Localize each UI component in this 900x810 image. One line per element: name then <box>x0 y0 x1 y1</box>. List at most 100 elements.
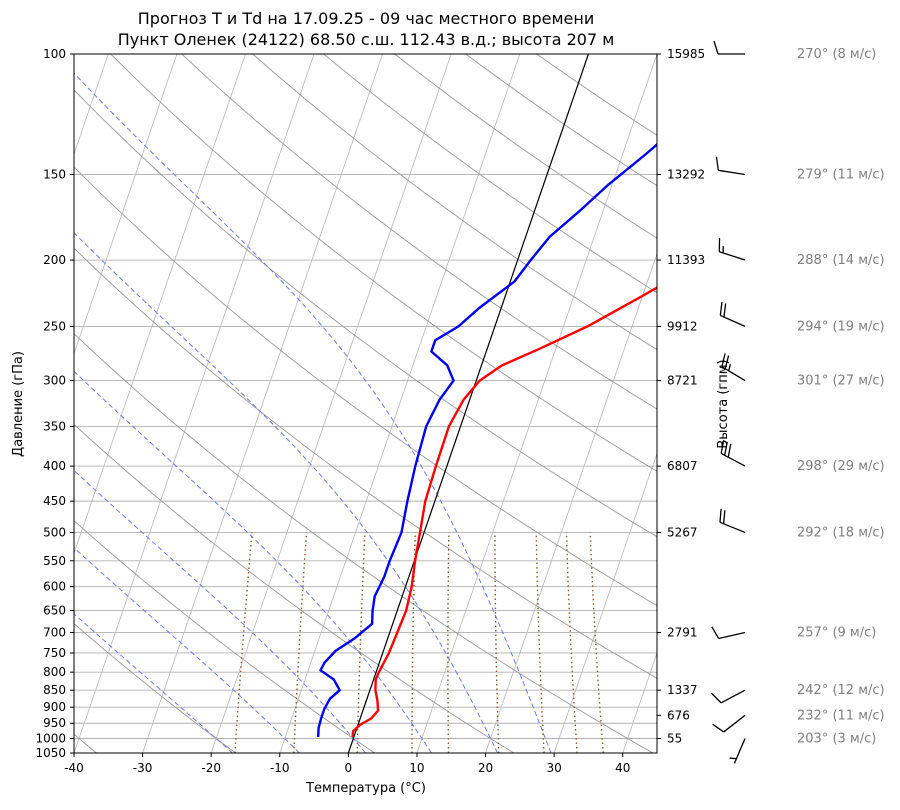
chart-title-line2: Пункт Оленек (24122) 68.50 с.ш. 112.43 в… <box>118 30 615 49</box>
x-axis-label: Температура (°C) <box>305 781 426 796</box>
x-axis-tick-label: 10 <box>409 761 424 775</box>
pressure-tick-label: 550 <box>43 554 66 568</box>
wind-label: 270° (8 м/с) <box>797 47 876 62</box>
moist-adiabat-line <box>56 54 551 753</box>
wind-barb-shaft <box>719 632 745 638</box>
pressure-tick-label: 600 <box>43 580 66 594</box>
x-axis-tick-label: 0 <box>345 761 353 775</box>
moist-adiabat-line <box>0 54 233 753</box>
height-tick-label: 13292 <box>667 168 705 182</box>
wind-barb-flag <box>724 304 726 318</box>
pressure-tick-label: 200 <box>43 253 66 267</box>
pressure-tick-label: 750 <box>43 646 66 660</box>
moist-adiabat-line <box>0 54 498 753</box>
pressure-tick-label: 450 <box>43 494 66 508</box>
dry-adiabat-line <box>0 54 900 753</box>
height-tick-label: 1337 <box>667 683 698 697</box>
wind-barb-flag <box>730 758 737 759</box>
pressure-tick-label: 650 <box>43 603 66 617</box>
pressure-tick-label: 900 <box>43 700 66 714</box>
y-axis-right-label: Высота (гпм) <box>716 359 731 448</box>
wind-barb-shaft <box>724 715 745 732</box>
wind-label: 232° (11 м/с) <box>797 708 885 723</box>
wind-barb-shaft <box>720 315 745 326</box>
dry-adiabat-line <box>182 54 900 753</box>
wind-barb-flag <box>716 157 718 170</box>
guide-lines <box>0 54 900 753</box>
dry-adiabat-line <box>466 54 900 753</box>
height-tick-label: 55 <box>667 731 682 745</box>
height-tick-label: 9912 <box>667 319 698 333</box>
isotherm-line <box>5 54 245 753</box>
x-axis-tick-label: 20 <box>478 761 493 775</box>
wind-barb-flag <box>724 510 725 524</box>
x-axis-tick-label: 30 <box>546 761 561 775</box>
wind-label: 298° (29 м/с) <box>797 459 885 474</box>
chart-title-line1: Прогноз T и Td на 17.09.25 - 09 час мест… <box>138 9 594 28</box>
pressure-tick-label: 100 <box>43 47 66 61</box>
wind-barb-shaft <box>720 522 745 532</box>
pressure-tick-label: 150 <box>43 168 66 182</box>
wind-label: 242° (12 м/с) <box>797 683 885 698</box>
wind-label: 257° (9 м/с) <box>797 625 876 640</box>
wind-label: 294° (19 м/с) <box>797 319 885 334</box>
x-axis-tick-label: -20 <box>201 761 221 775</box>
pressure-tick-label: 250 <box>43 319 66 333</box>
dry-adiabat-line <box>0 54 792 753</box>
pressure-tick-label: 1050 <box>35 746 66 760</box>
pressure-tick-label: 350 <box>43 419 66 433</box>
plot-frame <box>74 54 657 753</box>
pressure-tick-label: 700 <box>43 625 66 639</box>
height-tick-label: 8721 <box>667 374 698 388</box>
height-tick-label: 11393 <box>667 253 705 267</box>
zero-isotherm-line <box>348 54 588 753</box>
wind-barb-flag <box>720 509 721 523</box>
wind-barb-shaft <box>721 690 745 703</box>
height-tick-label: 676 <box>667 708 690 722</box>
x-axis-tick-label: -10 <box>270 761 290 775</box>
pressure-axis-ticks: 100 150 200 250 300 350 400 450 500 550 600 650 700 7… <box>35 47 74 760</box>
pressure-tick-label: 300 <box>43 374 66 388</box>
temperature-profile-line <box>353 108 879 737</box>
isotherm-line <box>554 54 794 753</box>
wind-barb-flag <box>720 302 722 316</box>
y-axis-label: Давление (гПа) <box>11 351 26 457</box>
dry-adiabat-line <box>0 54 653 753</box>
wind-barb-shaft <box>718 170 745 174</box>
pressure-tick-label: 1000 <box>35 731 66 745</box>
height-tick-label: 2791 <box>667 625 698 639</box>
isotherm-line <box>760 54 900 753</box>
wind-label: 292° (18 м/с) <box>797 525 885 540</box>
height-tick-label: 5267 <box>667 525 698 539</box>
wind-label: 203° (3 м/с) <box>797 731 876 746</box>
dry-adiabat-line <box>0 54 236 753</box>
isotherm-line <box>280 54 520 753</box>
dry-adiabat-line <box>324 54 900 753</box>
dry-adiabat-line <box>40 54 900 753</box>
pressure-tick-label: 500 <box>43 525 66 539</box>
height-tick-label: 6807 <box>667 459 698 473</box>
wind-label: 301° (27 м/с) <box>797 374 885 389</box>
wind-label: 288° (14 м/с) <box>797 253 885 268</box>
height-tick-label: 15985 <box>667 47 705 61</box>
isotherm-line <box>623 54 863 753</box>
pressure-tick-label: 950 <box>43 716 66 730</box>
isotherm-line <box>211 54 451 753</box>
pressure-tick-label: 400 <box>43 459 66 473</box>
dry-adiabat-line <box>111 54 900 753</box>
pressure-tick-label: 800 <box>43 665 66 679</box>
wind-barb-shaft <box>719 252 745 260</box>
wind-barb-flag <box>712 693 722 703</box>
wind-barb-shaft <box>734 738 745 763</box>
mixing-ratio-line <box>448 532 449 753</box>
wind-barb-shaft <box>721 453 745 466</box>
mixing-ratio-line <box>566 532 577 753</box>
x-axis-tick-label: -30 <box>133 761 153 775</box>
x-axis-tick-label: 40 <box>615 761 630 775</box>
height-axis-ticks: 15985 13292 11393 9912 8721 6807 5267 2791 1337 6… <box>657 47 705 745</box>
mixing-ratio-line <box>536 532 544 753</box>
wind-barb-flag <box>714 41 718 54</box>
